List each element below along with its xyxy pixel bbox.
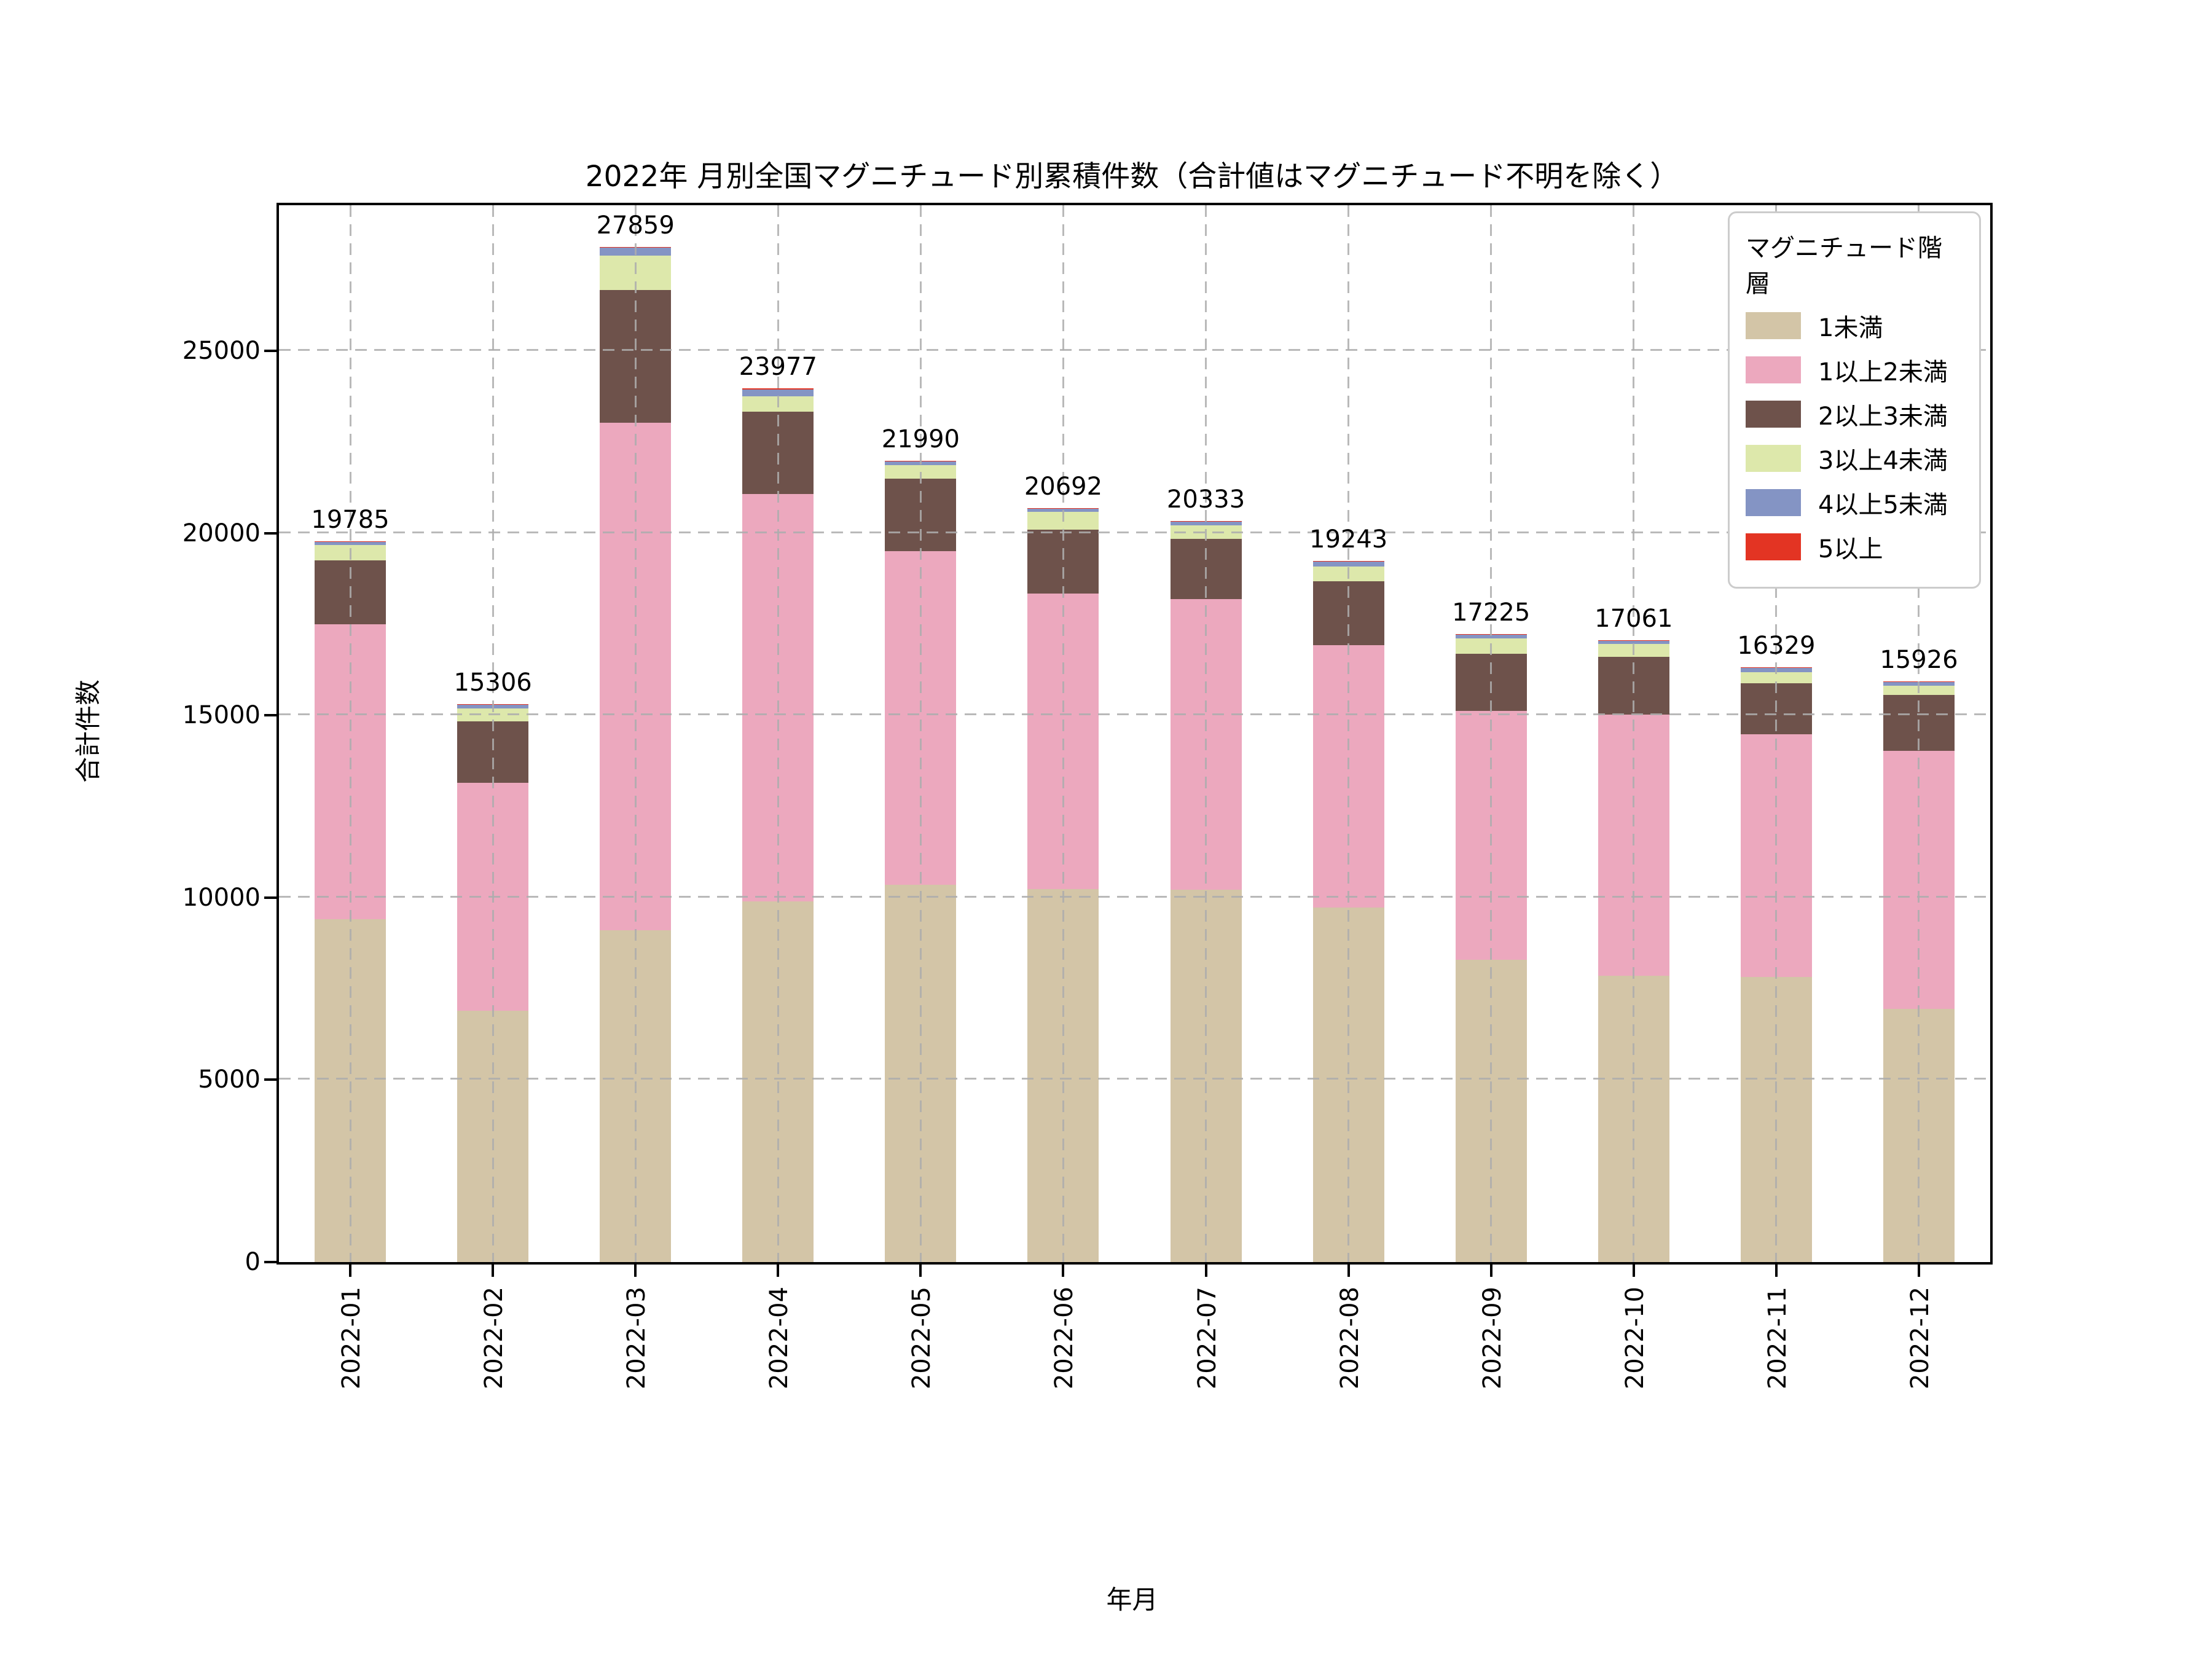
x-axis-label: 年月 (1106, 1585, 1158, 1615)
stacked-bar-2022-07 (1170, 205, 1242, 1262)
y-tick-label: 10000 (182, 883, 261, 912)
legend-item: 1以上2未満 (1746, 352, 1963, 388)
bar-total-label: 23977 (739, 352, 817, 381)
h-gridline (279, 531, 1990, 533)
bar-total-label: 19243 (1309, 525, 1388, 554)
y-tick-label: 0 (245, 1248, 261, 1276)
legend-swatch (1746, 356, 1801, 383)
y-tick-mark (264, 714, 276, 717)
x-tick-label: 2022-04 (765, 1287, 794, 1390)
y-tick-label: 15000 (182, 701, 261, 730)
bar-total-label: 20333 (1166, 485, 1245, 514)
legend-label: 4以上5未満 (1818, 491, 1948, 519)
legend-items: 1未満 1以上2未満 2以上3未満 3以上4未満 4以上5未満 5以上 (1746, 308, 1963, 565)
x-tick-mark (1347, 1265, 1350, 1277)
v-gridline (1062, 205, 1064, 1262)
bar-total-label: 15926 (1880, 646, 1958, 675)
x-tick-label: 2022-11 (1763, 1287, 1792, 1390)
x-tick-mark (1775, 1265, 1778, 1277)
x-tick-label: 2022-07 (1193, 1287, 1222, 1390)
chart-title: 2022年 月別全国マグニチュード別累積件数（合計値はマグニチュード不明を除く） (585, 160, 1679, 194)
x-tick-label: 2022-03 (622, 1287, 651, 1390)
bar-total-label: 19785 (311, 505, 390, 534)
legend-label: 2以上3未満 (1818, 402, 1948, 431)
x-tick-mark (1062, 1265, 1065, 1277)
x-tick-label: 2022-05 (908, 1287, 936, 1390)
legend-label: 3以上4未満 (1818, 447, 1948, 475)
x-tick-label: 2022-01 (337, 1287, 366, 1390)
x-tick-label: 2022-10 (1620, 1287, 1649, 1390)
bar-total-label: 17061 (1594, 605, 1673, 633)
x-tick-mark (349, 1265, 352, 1277)
v-gridline (777, 205, 779, 1262)
y-tick-mark (264, 1078, 276, 1081)
legend-item: 1未満 (1746, 308, 1963, 343)
legend-swatch (1746, 401, 1801, 428)
h-gridline (279, 895, 1990, 898)
bar-total-label: 15306 (453, 669, 532, 697)
x-tick-label: 2022-08 (1335, 1287, 1364, 1390)
legend-swatch (1746, 489, 1801, 516)
x-tick-mark (492, 1265, 495, 1277)
h-gridline (279, 713, 1990, 716)
legend-item: 4以上5未満 (1746, 485, 1963, 520)
legend-swatch (1746, 445, 1801, 472)
x-tick-mark (1632, 1265, 1635, 1277)
legend-item: 5以上 (1746, 529, 1963, 565)
v-gridline (634, 205, 637, 1262)
y-tick-label: 20000 (182, 519, 261, 547)
v-gridline (349, 205, 351, 1262)
y-tick-mark (264, 896, 276, 899)
x-tick-label: 2022-06 (1050, 1287, 1079, 1390)
x-tick-label: 2022-02 (480, 1287, 509, 1390)
bar-total-label: 16329 (1737, 631, 1816, 660)
v-gridline (1347, 205, 1350, 1262)
bar-total-label: 20692 (1024, 472, 1103, 501)
x-tick-mark (777, 1265, 780, 1277)
y-tick-label: 25000 (182, 337, 261, 366)
plot-area: 0 5000 10000 15000 20000 25000 19785 2022-01 153… (182, 203, 1993, 1389)
v-gridline (919, 205, 922, 1262)
bar-total-label: 27859 (596, 211, 675, 240)
legend-item: 2以上3未満 (1746, 396, 1963, 432)
bar-total-label: 17225 (1452, 598, 1531, 627)
x-tick-mark (919, 1265, 922, 1277)
y-tick-mark (264, 1261, 276, 1263)
x-tick-mark (1489, 1265, 1492, 1277)
h-gridline (279, 1078, 1990, 1080)
x-tick-label: 2022-12 (1905, 1287, 1934, 1390)
y-tick-mark (264, 350, 276, 353)
y-tick-label: 5000 (198, 1065, 261, 1094)
x-tick-label: 2022-09 (1478, 1287, 1507, 1390)
legend-item: 3以上4未満 (1746, 441, 1963, 476)
legend-label: 1以上2未満 (1818, 358, 1948, 386)
v-gridline (492, 205, 494, 1262)
v-gridline (1918, 205, 1920, 1262)
v-gridline (1633, 205, 1635, 1262)
x-tick-mark (634, 1265, 637, 1277)
h-gridline (279, 349, 1990, 351)
legend: マグニチュード階層 1未満 1以上2未満 2以上3未満 3以上4未満 4以上5未満 5以上 (1728, 211, 1981, 589)
v-gridline (1490, 205, 1492, 1262)
x-tick-mark (1917, 1265, 1920, 1277)
y-tick-mark (264, 531, 276, 535)
x-tick-mark (1204, 1265, 1207, 1277)
v-gridline (1775, 205, 1778, 1262)
legend-swatch (1746, 312, 1801, 339)
legend-label: 1未満 (1818, 314, 1883, 342)
legend-title: マグニチュード階層 (1746, 234, 1942, 298)
legend-swatch (1746, 533, 1801, 560)
legend-label: 5以上 (1818, 535, 1883, 563)
v-gridline (1205, 205, 1207, 1262)
bar-total-label: 21990 (881, 425, 960, 453)
